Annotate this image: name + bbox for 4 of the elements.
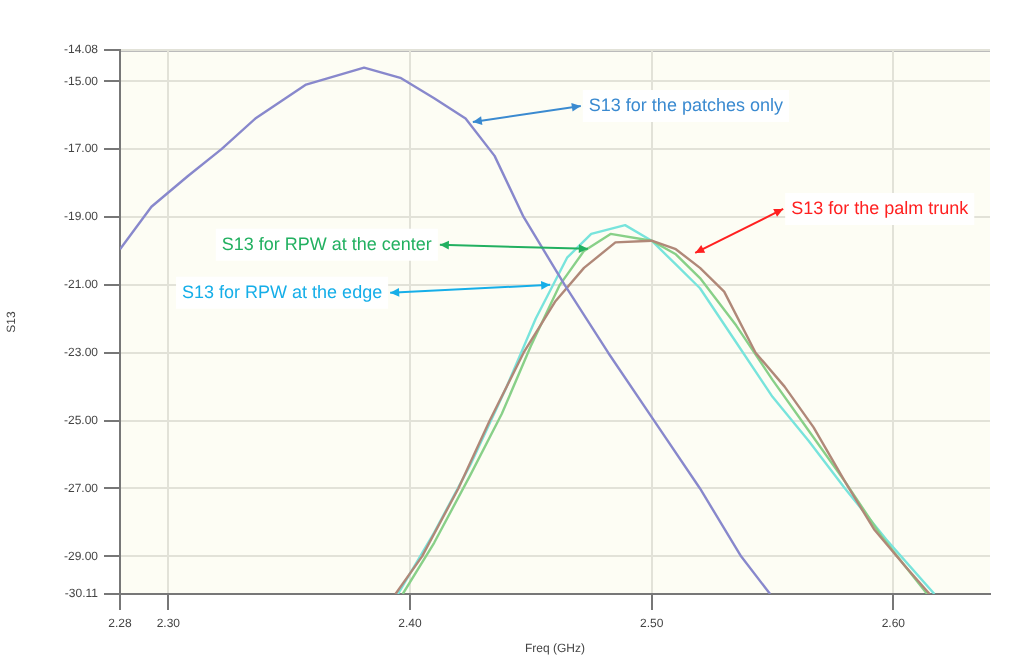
annotation: S13 for the patches only	[588, 94, 784, 115]
annotation: S13 for the palm trunk	[791, 197, 970, 218]
annotation: S13 for RPW at the center	[221, 233, 432, 254]
annotation: S13 for RPW at the edge	[182, 281, 383, 302]
